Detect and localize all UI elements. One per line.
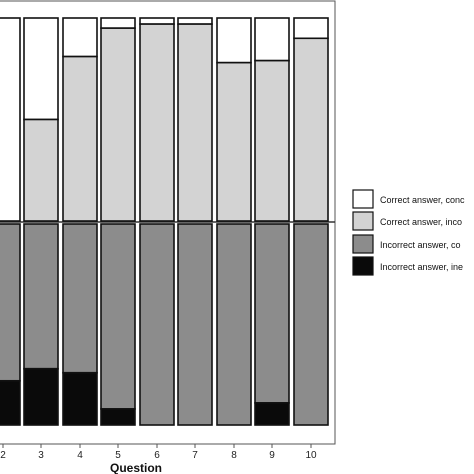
top-bar-q5-series-1 — [100, 17, 136, 29]
bottom-bar-q2-series-1 — [0, 223, 21, 382]
legend-swatch-4 — [352, 256, 374, 276]
top-bar-q9-series-1 — [254, 17, 290, 62]
x-tick-label-9: 9 — [269, 450, 275, 461]
top-bar-q3-series-2 — [23, 118, 59, 222]
bottom-bar-q8-series-1 — [216, 223, 252, 426]
bottom-bar-q6-series-1 — [139, 223, 175, 426]
bottom-bar-q10-series-1 — [293, 223, 329, 426]
top-bar-q8-series-1 — [216, 17, 252, 64]
x-tick-label-2: 2 — [0, 450, 6, 461]
x-tick-label-7: 7 — [192, 450, 198, 461]
x-tick-labels: 2 3 4 5 6 7 8 9 10 — [0, 444, 317, 461]
x-tick-label-4: 4 — [77, 450, 83, 461]
x-tick-label-8: 8 — [231, 450, 237, 461]
top-bar-q4-series-1 — [62, 17, 98, 58]
bottom-bar-q4-series-1 — [62, 223, 98, 374]
bottom-bar-q9-series-2 — [254, 402, 290, 426]
top-bar-q10-series-1 — [293, 17, 329, 40]
legend-swatch-1 — [352, 189, 374, 209]
legend-label-3: Incorrect answer, co — [380, 240, 461, 250]
bottom-bar-q9-series-1 — [254, 223, 290, 404]
bottom-bar-q5-series-1 — [100, 223, 136, 410]
bars-group — [0, 17, 329, 426]
top-bar-q5-series-2 — [100, 27, 136, 222]
top-bar-q4-series-2 — [62, 55, 98, 222]
x-tick-label-5: 5 — [115, 450, 121, 461]
legend-label-1: Correct answer, conc — [380, 195, 465, 205]
bottom-bar-q3-series-2 — [23, 367, 59, 426]
top-bar-q7-series-1 — [177, 17, 213, 25]
bottom-bar-q2-series-2 — [0, 379, 21, 426]
legend-swatch-2 — [352, 211, 374, 231]
legend: Correct answer, conc Correct answer, inco… — [352, 189, 465, 276]
x-tick-label-6: 6 — [154, 450, 160, 461]
bottom-bar-q5-series-2 — [100, 408, 136, 426]
top-bar-q6-series-2 — [139, 23, 175, 222]
legend-label-2: Correct answer, inco — [380, 217, 462, 227]
top-bar-q8-series-2 — [216, 61, 252, 222]
top-bar-q7-series-2 — [177, 23, 213, 222]
bottom-bar-q4-series-2 — [62, 371, 98, 426]
legend-swatch-3 — [352, 234, 374, 254]
top-bar-q9-series-2 — [254, 59, 290, 222]
bottom-bar-q7-series-1 — [177, 223, 213, 426]
x-axis-label: Question — [110, 461, 162, 474]
top-bar-q10-series-2 — [293, 37, 329, 222]
x-tick-label-3: 3 — [38, 450, 44, 461]
x-tick-label-10: 10 — [305, 450, 317, 461]
legend-label-4: Incorrect answer, ine — [380, 262, 463, 272]
top-bar-q3-series-1 — [23, 17, 59, 121]
top-bar-q2-series-1 — [0, 17, 21, 222]
top-bar-q6-series-1 — [139, 17, 175, 25]
bottom-bar-q3-series-1 — [23, 223, 59, 370]
